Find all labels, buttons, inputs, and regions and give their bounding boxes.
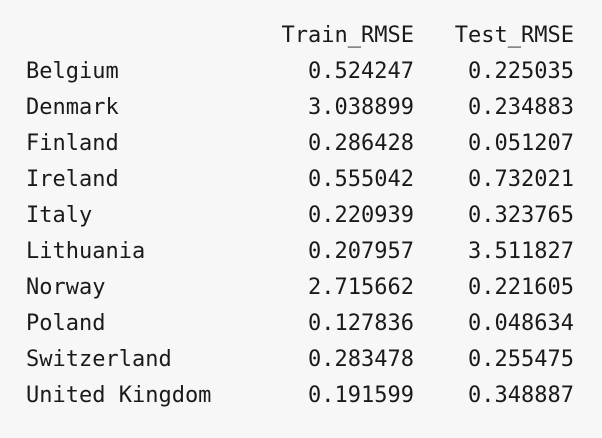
table-row: Norway 2.715662 0.221605 [14, 270, 574, 306]
column-header-test-rmse: Test_RMSE [454, 23, 574, 48]
train-rmse-cell: 0.207957 [308, 239, 414, 264]
row-index-label: United Kingdom [26, 383, 212, 408]
table-row: Switzerland 0.283478 0.255475 [14, 342, 574, 378]
test-rmse-cell: 0.732021 [468, 167, 574, 192]
table-row: Denmark 3.038899 0.234883 [14, 90, 574, 126]
train-rmse-cell: 2.715662 [308, 275, 414, 300]
table-row: Ireland 0.555042 0.732021 [14, 162, 574, 198]
train-rmse-cell: 0.524247 [308, 59, 414, 84]
row-index-label: Italy [26, 203, 93, 228]
test-rmse-cell: 0.255475 [468, 347, 574, 372]
test-rmse-cell: 0.225035 [468, 59, 574, 84]
rmse-table: Train_RMSE Test_RMSE Belgium 0.524247 0.22… [14, 18, 574, 414]
table-header: Train_RMSE Test_RMSE [14, 18, 574, 54]
row-index-label: Finland [26, 131, 119, 156]
test-rmse-cell: 0.234883 [468, 95, 574, 120]
row-index-label: Denmark [26, 95, 119, 120]
row-index-label: Switzerland [26, 347, 172, 372]
test-rmse-cell: 0.323765 [468, 203, 574, 228]
train-rmse-cell: 3.038899 [308, 95, 414, 120]
train-rmse-cell: 0.286428 [308, 131, 414, 156]
train-rmse-cell: 0.191599 [308, 383, 414, 408]
table-body: Belgium 0.524247 0.225035 Denmark 3.038899 0.… [14, 54, 574, 414]
row-index-label: Lithuania [26, 239, 146, 264]
train-rmse-cell: 0.220939 [308, 203, 414, 228]
row-index-label: Ireland [26, 167, 119, 192]
header-row: Train_RMSE Test_RMSE [14, 18, 574, 54]
train-rmse-cell: 0.127836 [308, 311, 414, 336]
row-index-label: Poland [26, 311, 106, 336]
table-row: Finland 0.286428 0.051207 [14, 126, 574, 162]
table-row: Lithuania 0.207957 3.511827 [14, 234, 574, 270]
train-rmse-cell: 0.283478 [308, 347, 414, 372]
table-row: Poland 0.127836 0.048634 [14, 306, 574, 342]
column-header-train-rmse: Train_RMSE [281, 23, 414, 48]
test-rmse-cell: 0.051207 [468, 131, 574, 156]
table-row: Belgium 0.524247 0.225035 [14, 54, 574, 90]
test-rmse-cell: 3.511827 [468, 239, 574, 264]
train-rmse-cell: 0.555042 [308, 167, 414, 192]
test-rmse-cell: 0.221605 [468, 275, 574, 300]
row-index-label: Belgium [26, 59, 119, 84]
test-rmse-cell: 0.348887 [468, 383, 574, 408]
table-row: United Kingdom 0.191599 0.348887 [14, 378, 574, 414]
row-index-label: Norway [26, 275, 106, 300]
test-rmse-cell: 0.048634 [468, 311, 574, 336]
index-header [14, 18, 258, 54]
table-row: Italy 0.220939 0.323765 [14, 198, 574, 234]
